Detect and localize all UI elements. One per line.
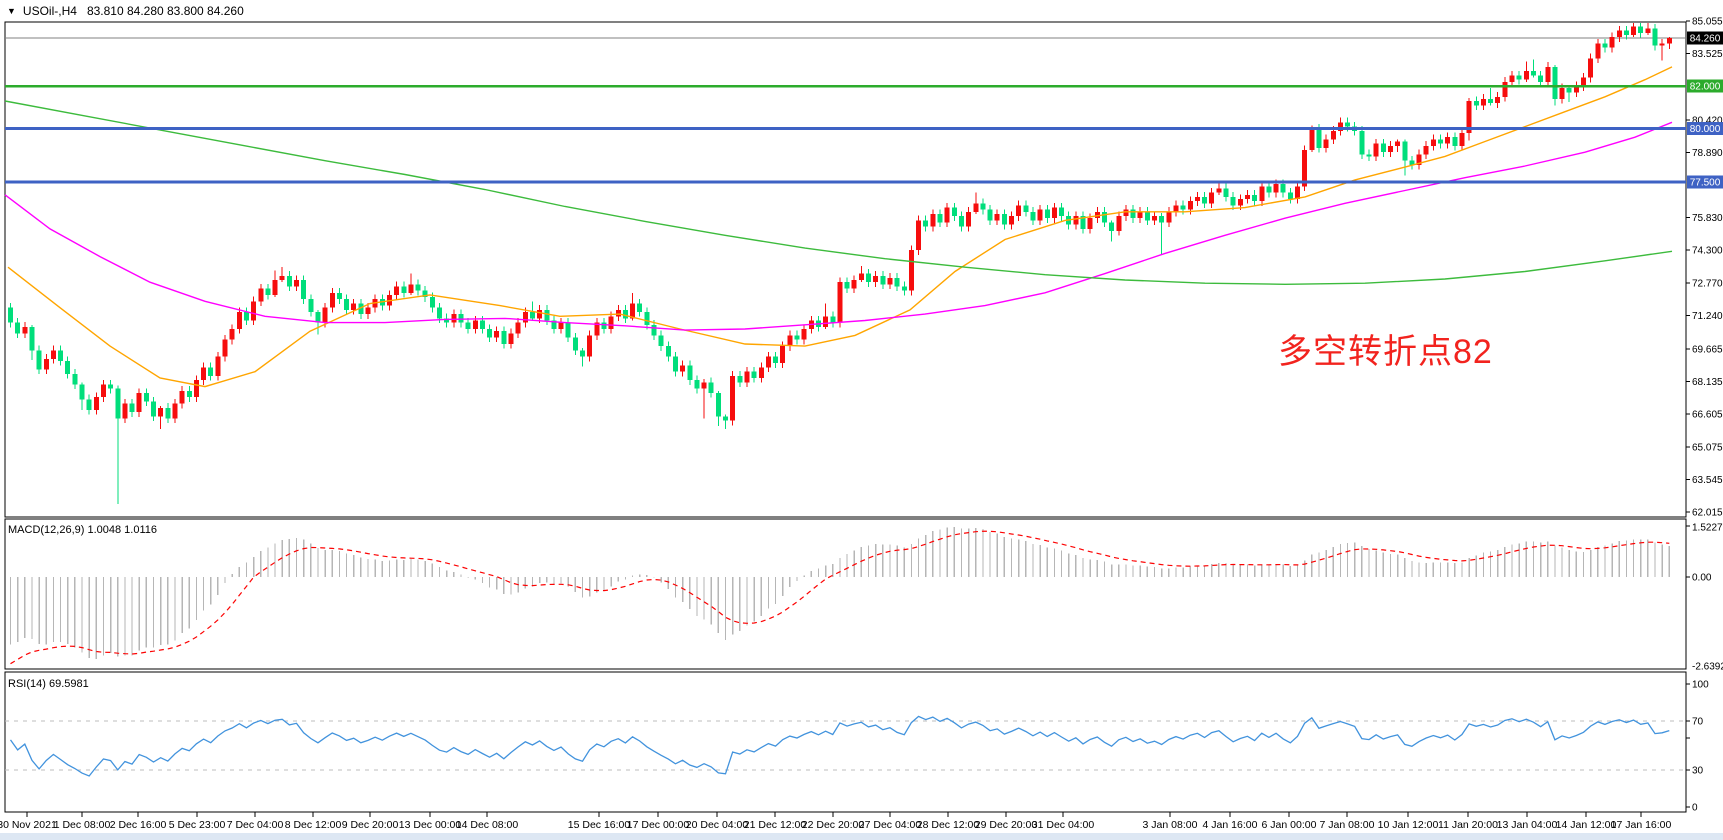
resistance-82-line-badge: [1687, 79, 1723, 93]
macd-axis-scale[interactable]: 1.5227 0.00 -2.6392: [1686, 523, 1723, 739]
svg-text:85.055: 85.055: [1692, 17, 1723, 28]
svg-text:65.075: 65.075: [1692, 442, 1723, 453]
svg-text:74.300: 74.300: [1692, 246, 1723, 257]
svg-text:-2.6392: -2.6392: [1692, 662, 1723, 673]
svg-text:80.000: 80.000: [1690, 124, 1721, 135]
svg-text:82.000: 82.000: [1690, 82, 1721, 93]
svg-text:27 Dec 04:00: 27 Dec 04:00: [859, 819, 922, 831]
svg-text:17 Dec 00:00: 17 Dec 00:00: [627, 819, 690, 831]
svg-text:5 Dec 23:00: 5 Dec 23:00: [169, 819, 226, 831]
macd-indicator-label: MACD(12,26,9) 1.0048 1.0116: [8, 524, 157, 536]
svg-text:69.665: 69.665: [1692, 344, 1723, 355]
panel-borders: [4, 21, 1687, 813]
symbol-dropdown-icon[interactable]: ▼: [7, 6, 16, 16]
ma-fast-orange-line: [7, 66, 1673, 388]
svg-text:30 Nov 2021: 30 Nov 2021: [0, 819, 57, 831]
svg-text:80.420: 80.420: [1692, 115, 1723, 126]
svg-text:9 Dec 20:00: 9 Dec 20:00: [342, 819, 399, 831]
svg-text:21 Dec 12:00: 21 Dec 12:00: [744, 819, 807, 831]
svg-text:1.5227: 1.5227: [1692, 523, 1723, 534]
svg-text:75.830: 75.830: [1692, 213, 1723, 224]
chart-title-bar: ▼ USOil-,H4 83.810 84.280 83.800 84.260: [7, 4, 244, 18]
svg-text:20 Dec 04:00: 20 Dec 04:00: [686, 819, 749, 831]
rsi-panel-plot[interactable]: [5, 672, 1686, 812]
svg-text:4 Jan 16:00: 4 Jan 16:00: [1203, 819, 1258, 831]
svg-text:70: 70: [1692, 716, 1704, 727]
svg-text:0.00: 0.00: [1692, 573, 1712, 584]
svg-text:62.015: 62.015: [1692, 507, 1723, 518]
svg-text:8 Dec 12:00: 8 Dec 12:00: [285, 819, 342, 831]
svg-text:1 Dec 08:00: 1 Dec 08:00: [54, 819, 111, 831]
svg-text:31 Dec 04:00: 31 Dec 04:00: [1032, 819, 1095, 831]
price-axis-scale[interactable]: 85.055 83.525 80.420 78.890 75.830 74.300 72.7…: [1686, 17, 1723, 519]
rsi-line: [9, 715, 1670, 777]
ma-mid-magenta-line: [4, 121, 1673, 331]
svg-text:10 Jan 12:00: 10 Jan 12:00: [1378, 819, 1439, 831]
svg-text:14 Jan 12:00: 14 Jan 12:00: [1556, 819, 1617, 831]
svg-text:72.770: 72.770: [1692, 278, 1723, 289]
svg-text:30: 30: [1692, 766, 1704, 777]
rsi-indicator-label: RSI(14) 69.5981: [8, 678, 89, 690]
svg-text:6 Jan 00:00: 6 Jan 00:00: [1262, 819, 1317, 831]
support-80-line-badge: [1687, 122, 1723, 136]
main-chart-plot[interactable]: [5, 22, 1686, 517]
candles-layer: [8, 23, 1672, 504]
svg-text:17 Jan 16:00: 17 Jan 16:00: [1611, 819, 1672, 831]
svg-text:14 Dec 08:00: 14 Dec 08:00: [456, 819, 519, 831]
svg-text:28 Dec 12:00: 28 Dec 12:00: [917, 819, 980, 831]
svg-text:29 Dec 20:00: 29 Dec 20:00: [975, 819, 1038, 831]
svg-text:84.260: 84.260: [1690, 33, 1721, 44]
rsi-axis-scale[interactable]: 100 70 30 0: [1686, 680, 1709, 814]
svg-text:13 Jan 04:00: 13 Jan 04:00: [1497, 819, 1558, 831]
svg-text:13 Dec 00:00: 13 Dec 00:00: [399, 819, 462, 831]
svg-text:22 Dec 20:00: 22 Dec 20:00: [802, 819, 865, 831]
ma-slow-green-line: [4, 100, 1673, 286]
svg-text:15 Dec 16:00: 15 Dec 16:00: [568, 819, 631, 831]
svg-text:0: 0: [1692, 803, 1698, 814]
svg-text:77.500: 77.500: [1690, 177, 1721, 188]
svg-text:7 Jan 08:00: 7 Jan 08:00: [1320, 819, 1375, 831]
svg-text:78.890: 78.890: [1692, 148, 1723, 159]
price-badges: 84.260 82.000 80.000 77.500: [1687, 31, 1723, 189]
svg-text:83.525: 83.525: [1692, 49, 1723, 60]
support-775-line-badge: [1687, 175, 1723, 189]
macd-signal-line: [10, 530, 1670, 665]
svg-text:68.135: 68.135: [1692, 377, 1723, 388]
macd-panel-plot[interactable]: [5, 519, 1686, 669]
window-bottom-strip: [0, 833, 1723, 840]
svg-text:71.240: 71.240: [1692, 311, 1723, 322]
svg-text:66.605: 66.605: [1692, 410, 1723, 421]
current-price-line-badge: [1687, 31, 1723, 45]
svg-text:11 Jan 20:00: 11 Jan 20:00: [1438, 819, 1498, 831]
svg-text:3 Jan 08:00: 3 Jan 08:00: [1143, 819, 1198, 831]
svg-text:100: 100: [1692, 680, 1709, 691]
svg-text:2 Dec 16:00: 2 Dec 16:00: [110, 819, 167, 831]
chart-ohlc-values: 83.810 84.280 83.800 84.260: [86, 4, 244, 18]
svg-text:7 Dec 04:00: 7 Dec 04:00: [227, 819, 284, 831]
chart-symbol-title: USOil-,H4: [22, 4, 77, 18]
svg-text:63.545: 63.545: [1692, 475, 1723, 486]
chart-annotation-text: 多空转折点82: [1278, 333, 1493, 371]
